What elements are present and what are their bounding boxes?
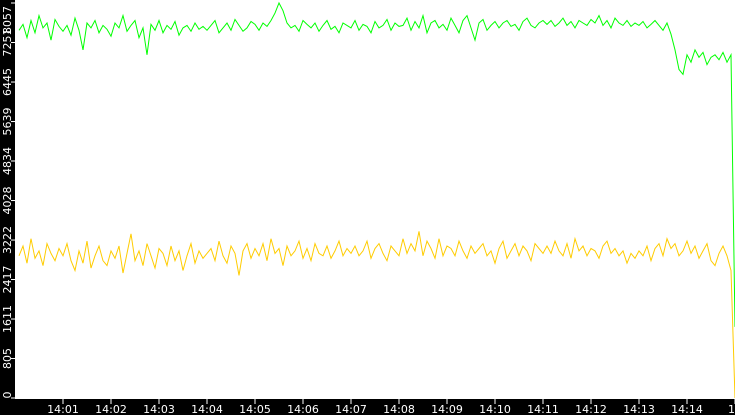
y-tick-label: 2417 <box>1 266 14 294</box>
y-axis-band <box>0 0 15 415</box>
x-tick-label: 14:12 <box>575 403 607 415</box>
x-tick-label: 14:02 <box>95 403 127 415</box>
x-tick-label: 14:08 <box>383 403 415 415</box>
y-tick-label: 7251 <box>1 29 14 57</box>
series-line-1 <box>18 231 735 399</box>
y-tick-label: 4834 <box>1 147 14 175</box>
x-tick-label: 14:05 <box>239 403 271 415</box>
x-tick-label: 14:04 <box>191 403 223 415</box>
x-tick-label: 14:10 <box>479 403 511 415</box>
x-tick-label: 14:06 <box>287 403 319 415</box>
y-tick-label: 0 <box>1 392 14 399</box>
x-tick-label: 14:07 <box>335 403 367 415</box>
y-tick-label: 5639 <box>1 108 14 136</box>
y-tick-label: 805 <box>1 348 14 369</box>
x-tick-label: 14 <box>728 403 735 415</box>
y-tick-label: 8057 <box>1 6 14 34</box>
y-tick-label: 4028 <box>1 187 14 215</box>
y-tick-label: 6445 <box>1 68 14 96</box>
x-tick-label: 14:03 <box>143 403 175 415</box>
series-line-0 <box>18 1 735 327</box>
x-axis-band <box>0 399 735 415</box>
y-tick-label: 3222 <box>1 226 14 254</box>
x-tick-label: 14:13 <box>623 403 655 415</box>
x-tick-label: 14:14 <box>671 403 703 415</box>
x-tick-label: 14:09 <box>431 403 463 415</box>
x-tick-label: 14:01 <box>47 403 79 415</box>
x-tick-label: 14:11 <box>527 403 559 415</box>
y-tick-label: 1611 <box>1 305 14 333</box>
